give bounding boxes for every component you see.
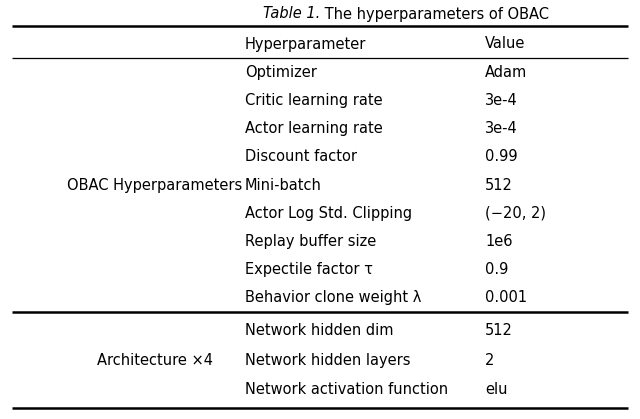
Text: 512: 512 bbox=[485, 323, 513, 338]
Text: elu: elu bbox=[485, 382, 508, 397]
Text: Actor learning rate: Actor learning rate bbox=[245, 121, 383, 136]
Text: Mini-batch: Mini-batch bbox=[245, 178, 322, 192]
Text: Behavior clone weight λ: Behavior clone weight λ bbox=[245, 290, 421, 305]
Text: 1e6: 1e6 bbox=[485, 234, 513, 249]
Text: 0.99: 0.99 bbox=[485, 149, 518, 164]
Text: Network activation function: Network activation function bbox=[245, 382, 448, 397]
Text: Adam: Adam bbox=[485, 65, 527, 80]
Text: 0.9: 0.9 bbox=[485, 262, 508, 277]
Text: Network hidden layers: Network hidden layers bbox=[245, 352, 410, 367]
Text: Network hidden dim: Network hidden dim bbox=[245, 323, 394, 338]
Text: 2: 2 bbox=[485, 352, 494, 367]
Text: OBAC Hyperparameters: OBAC Hyperparameters bbox=[67, 178, 243, 192]
Text: 3e-4: 3e-4 bbox=[485, 121, 518, 136]
Text: 3e-4: 3e-4 bbox=[485, 93, 518, 108]
Text: Hyperparameter: Hyperparameter bbox=[245, 36, 366, 52]
Text: Critic learning rate: Critic learning rate bbox=[245, 93, 383, 108]
Text: Optimizer: Optimizer bbox=[245, 65, 317, 80]
Text: Architecture ×4: Architecture ×4 bbox=[97, 352, 213, 367]
Text: 0.001: 0.001 bbox=[485, 290, 527, 305]
Text: (−20, 2): (−20, 2) bbox=[485, 206, 546, 221]
Text: 512: 512 bbox=[485, 178, 513, 192]
Text: Replay buffer size: Replay buffer size bbox=[245, 234, 376, 249]
Text: Expectile factor τ: Expectile factor τ bbox=[245, 262, 373, 277]
Text: Table 1.: Table 1. bbox=[263, 7, 320, 21]
Text: Value: Value bbox=[485, 36, 525, 52]
Text: Discount factor: Discount factor bbox=[245, 149, 357, 164]
Text: Actor Log Std. Clipping: Actor Log Std. Clipping bbox=[245, 206, 412, 221]
Text: The hyperparameters of OBAC: The hyperparameters of OBAC bbox=[320, 7, 549, 21]
